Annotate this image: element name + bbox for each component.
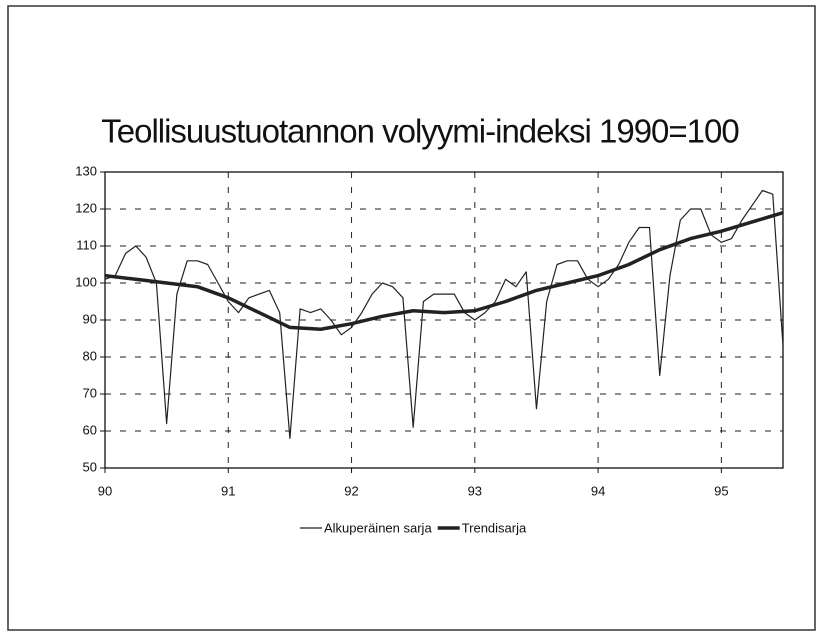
- x-tick-label: 92: [344, 483, 358, 498]
- y-tick-label: 50: [83, 459, 97, 474]
- y-tick-label: 100: [75, 274, 97, 289]
- series-line: [104, 211, 784, 331]
- frame: [7, 5, 816, 631]
- series-line: [104, 189, 784, 439]
- y-tick-label: 130: [75, 163, 97, 178]
- y-tick-label: 80: [83, 348, 97, 363]
- y-tick-label: 60: [83, 422, 97, 437]
- chart-title: Teollisuustuotannon volyymi-indeksi 1990…: [101, 113, 739, 150]
- x-tick-label: 90: [98, 483, 112, 498]
- y-tick-label: 90: [83, 311, 97, 326]
- y-tick-label: 120: [75, 200, 97, 215]
- y-tick-label: 110: [76, 237, 97, 252]
- plot-frame: [104, 171, 784, 469]
- x-tick-label: 95: [714, 483, 728, 498]
- x-tick-label: 91: [221, 483, 235, 498]
- legend-label: Alkuperäinen sarja: [324, 520, 432, 535]
- x-tick-label: 93: [468, 483, 482, 498]
- y-tick-label: 70: [83, 385, 97, 400]
- x-tick-label: 94: [591, 483, 605, 498]
- legend-label: Trendisarja: [462, 520, 527, 535]
